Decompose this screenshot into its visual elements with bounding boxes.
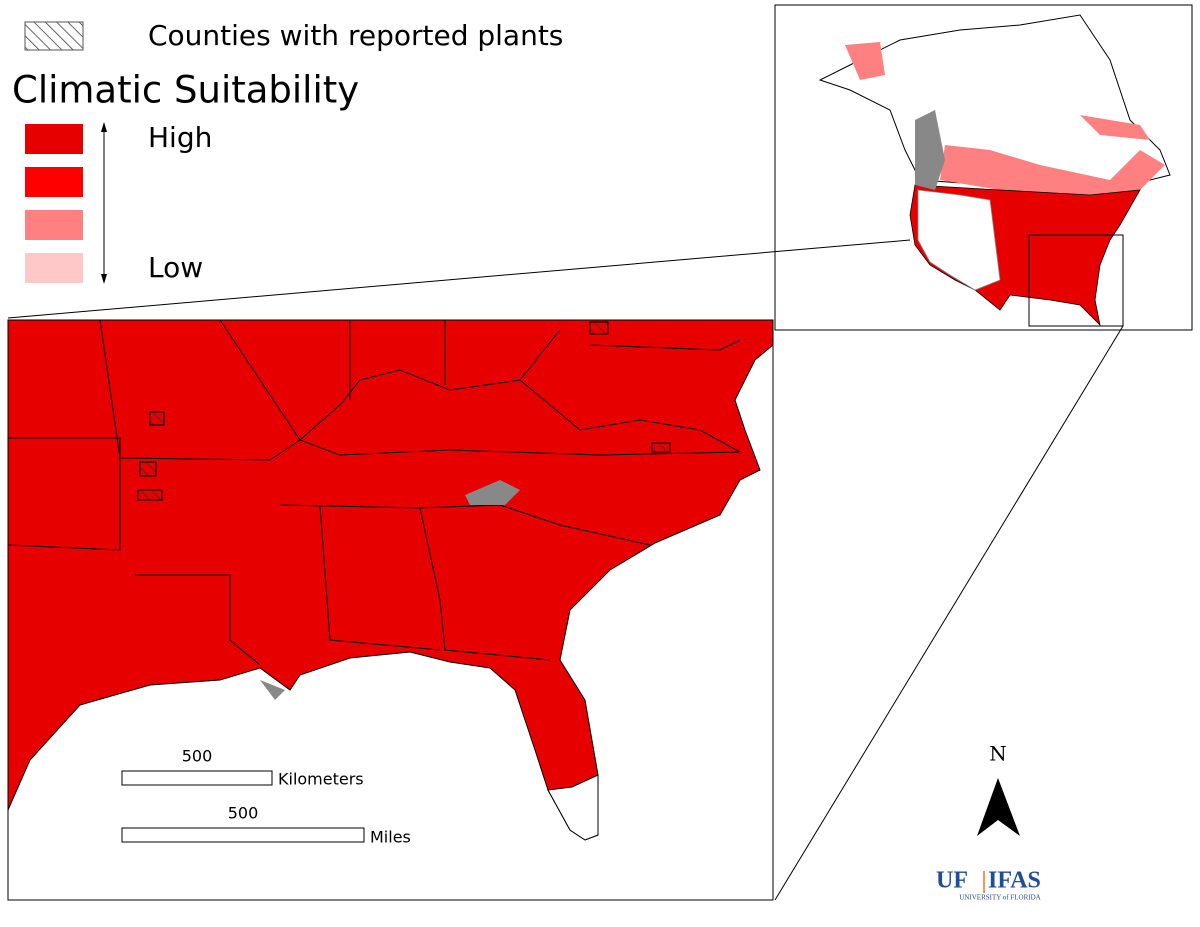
scale-km-value: 500 [182, 747, 213, 766]
scale-bar-mi [121, 827, 365, 843]
scale-mi-value: 500 [228, 804, 259, 823]
reported-counties [137, 321, 671, 501]
arrow-head [101, 274, 107, 284]
swatch [25, 167, 83, 197]
west-mountains [917, 189, 1001, 291]
inset-extent [1028, 234, 1124, 327]
scale-mi-unit: Miles [370, 828, 411, 847]
state-lines [7, 319, 741, 666]
legend-low: Low [148, 251, 203, 284]
swatch [25, 124, 83, 154]
legend-title: Climatic Suitability [12, 69, 359, 112]
zone-low [940, 145, 1165, 195]
gray-patches [260, 480, 520, 700]
scale-bar-km [121, 770, 273, 786]
west-coast [915, 110, 945, 190]
zone-low [1080, 115, 1150, 140]
arrow-head [101, 122, 107, 132]
legend-high: High [148, 121, 212, 154]
hatch-swatch [24, 21, 84, 51]
zone-low [845, 42, 885, 80]
hatch-label: Counties with reported plants [148, 19, 563, 52]
north-label: N [989, 742, 1007, 766]
scale-km-unit: Kilometers [278, 770, 364, 789]
north-arrow [977, 778, 1020, 836]
main-frame [7, 319, 774, 901]
swatch [25, 210, 83, 240]
connector [7, 239, 911, 319]
connector [774, 325, 1124, 901]
logo-uf: UF [936, 868, 968, 894]
swatch [25, 253, 83, 283]
logo-university: UNIVERSITY of FLORIDA [959, 894, 1040, 902]
florida-tip [547, 774, 599, 841]
logo-ifas: IFAS [988, 868, 1041, 894]
